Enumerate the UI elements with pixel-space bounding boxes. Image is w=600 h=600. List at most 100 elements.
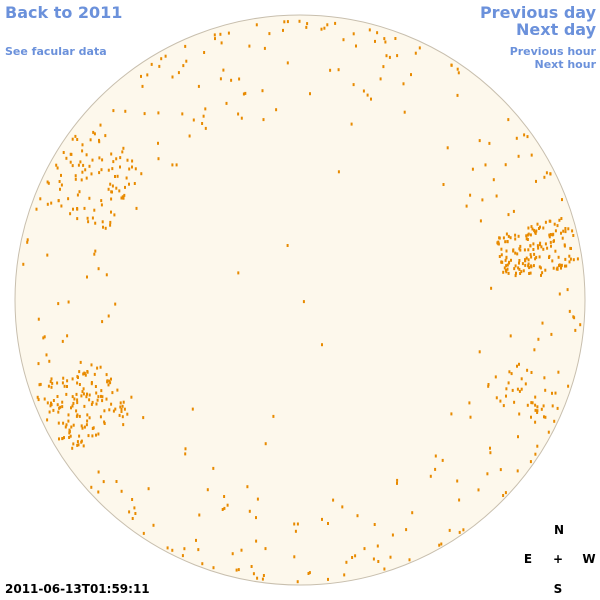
facular-point (379, 77, 382, 81)
facular-point (534, 257, 537, 261)
facular-point (68, 430, 71, 433)
facular-point (94, 221, 97, 225)
previous-day-link[interactable]: Previous day (479, 3, 596, 22)
facular-link[interactable]: See facular data (5, 45, 107, 58)
facular-point (92, 130, 95, 134)
facular-point (122, 423, 125, 427)
facular-point (124, 109, 127, 113)
facular-point (70, 152, 73, 156)
facular-point (59, 405, 62, 409)
facular-point (465, 204, 468, 208)
facular-point (195, 538, 197, 542)
facular-point (262, 574, 265, 577)
facular-point (71, 395, 74, 399)
facular-point (221, 508, 224, 511)
facular-point (293, 555, 296, 559)
facular-point (565, 264, 568, 268)
facular-point (537, 246, 540, 250)
facular-point (522, 269, 525, 273)
facular-point (231, 552, 234, 556)
facular-point (76, 381, 79, 385)
facular-point (65, 156, 68, 160)
facular-point (93, 252, 96, 256)
facular-point (64, 425, 67, 429)
facular-point (527, 226, 530, 230)
facular-point (131, 498, 134, 501)
facular-point (124, 185, 126, 189)
facular-point (85, 176, 88, 180)
facular-point (504, 240, 507, 244)
facular-point (525, 237, 528, 241)
facular-point (505, 387, 508, 391)
facular-point (334, 21, 337, 25)
facular-point (86, 370, 89, 373)
facular-point (514, 251, 517, 255)
facular-point (552, 232, 555, 236)
facular-point (514, 264, 517, 268)
facular-point (256, 497, 259, 501)
facular-point (59, 187, 61, 191)
facular-point (576, 257, 579, 261)
next-hour-link[interactable]: Next hour (534, 58, 597, 71)
facular-point (502, 270, 505, 274)
facular-point (104, 226, 107, 230)
facular-point (119, 165, 121, 169)
facular-point (256, 576, 259, 580)
facular-point (515, 271, 517, 275)
facular-point (119, 156, 122, 160)
facular-point (171, 75, 174, 79)
facular-point (462, 528, 465, 532)
facular-point (58, 180, 61, 183)
facular-point (337, 170, 340, 174)
facular-point (85, 395, 88, 399)
next-day-link[interactable]: Next day (516, 20, 596, 39)
facular-point (56, 166, 59, 170)
facular-point (120, 408, 123, 411)
facular-point (350, 122, 353, 126)
facular-point (468, 401, 471, 405)
facular-point (255, 23, 258, 27)
facular-point (495, 194, 498, 198)
facular-point (524, 258, 527, 262)
facular-point (61, 437, 64, 441)
facular-point (391, 533, 394, 537)
facular-point (57, 302, 60, 306)
facular-point (50, 377, 53, 381)
facular-point (121, 404, 124, 408)
facular-point (529, 244, 532, 248)
facular-point (90, 402, 93, 406)
facular-point (110, 210, 112, 214)
facular-point (213, 33, 216, 37)
back-link[interactable]: Back to 2011 (5, 3, 123, 22)
facular-point (88, 393, 91, 397)
facular-point (471, 167, 474, 171)
facular-point (26, 238, 29, 242)
facular-point (100, 389, 103, 393)
facular-point (181, 554, 184, 558)
facular-point (114, 407, 117, 411)
facular-point (523, 248, 526, 252)
facular-point (107, 314, 110, 318)
facular-point (458, 498, 461, 502)
facular-point (530, 415, 532, 419)
facular-point (50, 201, 53, 205)
facular-point (115, 157, 118, 161)
facular-point (84, 168, 87, 172)
facular-point (558, 218, 561, 222)
facular-point (72, 423, 75, 427)
facular-point (540, 245, 543, 249)
facular-point (500, 253, 503, 257)
facular-point (181, 112, 184, 116)
previous-hour-link[interactable]: Previous hour (509, 45, 596, 58)
facular-point (441, 458, 444, 462)
facular-point (343, 573, 346, 577)
facular-point (505, 264, 508, 268)
facular-point (66, 334, 69, 338)
facular-point (528, 272, 531, 275)
facular-point (118, 413, 121, 417)
facular-point (564, 230, 567, 234)
facular-point (450, 412, 453, 416)
facular-point (175, 163, 178, 167)
facular-point (563, 243, 566, 247)
facular-point (513, 267, 516, 271)
